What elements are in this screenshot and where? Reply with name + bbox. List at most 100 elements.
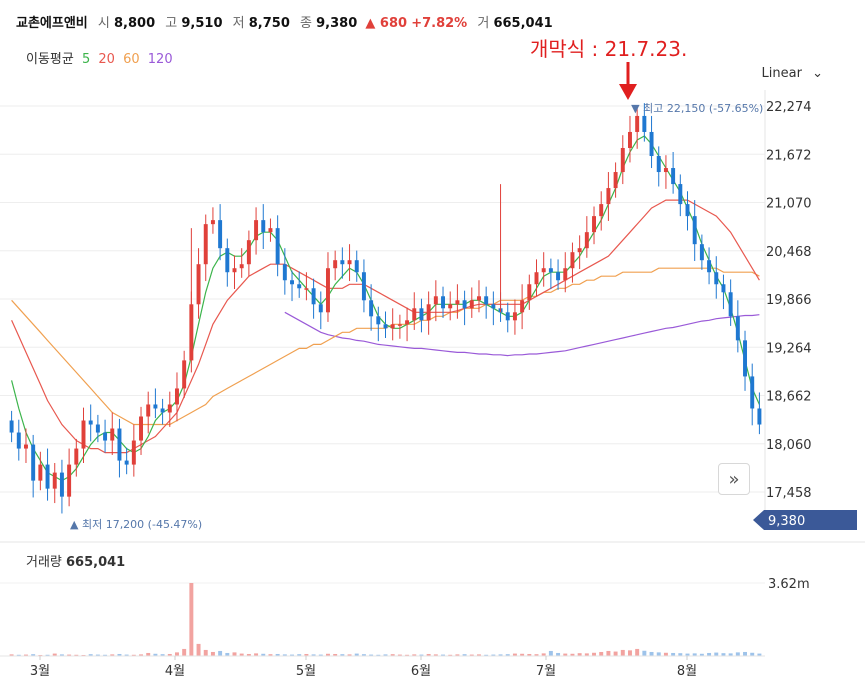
candle-body bbox=[246, 240, 251, 265]
volume-bar bbox=[59, 654, 64, 656]
y-tick-label: 18,060 bbox=[766, 438, 812, 453]
volume-bar bbox=[325, 653, 330, 656]
volume-bar bbox=[606, 650, 611, 656]
candle-body bbox=[88, 420, 93, 425]
scale-label: Linear bbox=[761, 66, 802, 81]
volume-bar bbox=[354, 653, 359, 656]
candle-body bbox=[685, 204, 690, 217]
candle-body bbox=[678, 184, 683, 205]
candle-body bbox=[577, 248, 582, 253]
candle-body bbox=[31, 444, 36, 481]
ma20-label: 20 bbox=[98, 52, 115, 67]
candle-body bbox=[117, 428, 122, 461]
y-tick-label: 21,672 bbox=[766, 148, 812, 163]
change-percent: +7.82% bbox=[411, 16, 468, 31]
volume-bar bbox=[311, 654, 316, 656]
low-value: 8,750 bbox=[248, 16, 290, 31]
volume-bar bbox=[390, 654, 395, 656]
candle-body bbox=[592, 216, 597, 233]
volume-bar bbox=[318, 654, 323, 656]
volume-bar bbox=[757, 653, 762, 656]
candle-body bbox=[426, 304, 431, 321]
volume-bar bbox=[448, 654, 453, 656]
candle-body bbox=[620, 147, 625, 173]
volume-bar bbox=[527, 653, 532, 656]
volume-bar bbox=[225, 652, 230, 656]
close-value: 9,380 bbox=[316, 16, 358, 31]
candle-body bbox=[38, 464, 43, 481]
volume-bar bbox=[419, 654, 424, 656]
price-header: 교촌에프앤비 시 8,800 고 9,510 저 8,750 종 9,380 ▲… bbox=[16, 12, 553, 31]
volume-bar bbox=[707, 652, 712, 656]
candle-body bbox=[699, 244, 704, 261]
x-tick-label: 7월 bbox=[536, 664, 556, 679]
volume-bar bbox=[297, 654, 302, 656]
double-chevron-right-icon: » bbox=[728, 468, 740, 490]
volume-tick-label: 3.62m bbox=[768, 577, 810, 592]
stock-name: 교촌에프앤비 bbox=[16, 16, 88, 31]
volume-bar bbox=[441, 654, 446, 656]
volume-bar bbox=[167, 653, 172, 656]
candle-body bbox=[750, 376, 755, 409]
candle-body bbox=[304, 288, 309, 290]
volume-bar bbox=[563, 653, 568, 656]
volume-bar bbox=[189, 583, 194, 656]
volume-bar bbox=[491, 654, 496, 656]
candle-body bbox=[311, 288, 316, 305]
candle-body bbox=[81, 420, 86, 449]
volume-bar bbox=[304, 653, 309, 656]
volume-bar bbox=[210, 651, 215, 656]
y-tick-label: 21,070 bbox=[766, 197, 812, 212]
volume-bar bbox=[261, 653, 266, 656]
candle-body bbox=[548, 268, 553, 273]
volume-bar bbox=[635, 648, 640, 656]
volume-bar bbox=[67, 654, 72, 656]
candle-body bbox=[527, 284, 532, 301]
volume-bar bbox=[505, 654, 510, 656]
candle-body bbox=[254, 220, 259, 241]
high-value: 9,510 bbox=[181, 16, 223, 31]
volume-bar bbox=[124, 654, 129, 656]
candle-body bbox=[433, 296, 438, 305]
candle-body bbox=[412, 308, 417, 321]
candle-body bbox=[139, 416, 144, 441]
volume-bar bbox=[498, 654, 503, 656]
expand-chart-button[interactable]: » bbox=[718, 463, 750, 495]
volume-bar bbox=[476, 654, 481, 656]
candle-body bbox=[541, 268, 546, 273]
volume-bar bbox=[484, 654, 489, 656]
change-value: ▲ 680 bbox=[365, 16, 408, 31]
volume-bar bbox=[117, 653, 122, 656]
volume-bar bbox=[620, 649, 625, 656]
volume-bar bbox=[131, 654, 136, 656]
volume-bar bbox=[397, 654, 402, 656]
candle-body bbox=[325, 268, 330, 313]
volume-bar bbox=[599, 651, 604, 656]
candle-body bbox=[520, 300, 525, 313]
y-tick-label: 19,866 bbox=[766, 293, 812, 308]
candle-body bbox=[74, 448, 79, 465]
volume-bar bbox=[714, 652, 719, 656]
volume-bar bbox=[146, 652, 151, 656]
candle-body bbox=[627, 131, 632, 148]
candle-body bbox=[397, 324, 402, 326]
ma5-line bbox=[11, 135, 760, 482]
volume-bar bbox=[462, 654, 467, 656]
volume-bar bbox=[232, 652, 237, 656]
volume-bar bbox=[333, 653, 338, 656]
candle-body bbox=[131, 440, 136, 465]
candle-body bbox=[405, 320, 410, 325]
candle-body bbox=[369, 300, 374, 317]
candle-body bbox=[124, 460, 129, 465]
volume-bar bbox=[31, 654, 36, 656]
volume-label: 거 bbox=[477, 16, 490, 31]
moving-average-legend[interactable]: 이동평균 5 20 60 120 bbox=[26, 48, 173, 67]
candle-body bbox=[441, 296, 446, 309]
volume-title: 거래량 665,041 bbox=[26, 555, 125, 570]
volume-bar bbox=[174, 652, 179, 656]
volume-bar bbox=[584, 653, 589, 656]
candle-body bbox=[556, 272, 561, 281]
scale-selector[interactable]: Linear ⌄ bbox=[762, 66, 823, 81]
candle-body bbox=[563, 268, 568, 281]
